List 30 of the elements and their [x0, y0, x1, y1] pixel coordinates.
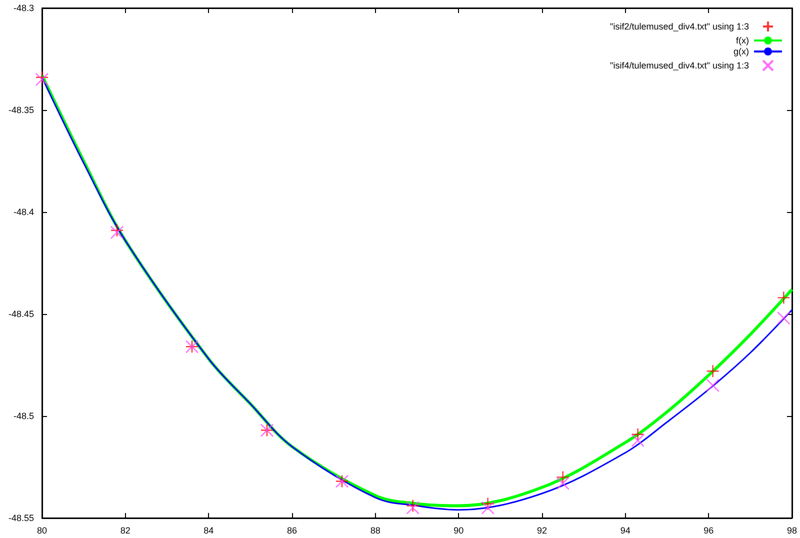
y-tick-label: -48.5: [13, 411, 34, 421]
x-tick-label: 96: [704, 526, 714, 536]
point: [631, 428, 644, 441]
y-tick-label: -48.3: [13, 3, 34, 13]
point: [777, 311, 790, 325]
legend-label: "isif2/tulemused_div4.txt" using 1:3: [610, 22, 749, 32]
point: [777, 291, 790, 304]
point: [706, 364, 720, 378]
x-tick-label: 80: [36, 526, 48, 536]
x-tick-label: 84: [204, 526, 214, 536]
x-tick-label: 90: [454, 526, 464, 536]
point: [556, 476, 570, 490]
x-tick-label: 82: [120, 526, 130, 536]
x-tick-label: 88: [370, 526, 380, 536]
x-tick-label: 86: [286, 526, 298, 536]
x-tick-label: 94: [620, 526, 630, 536]
point: [556, 470, 570, 484]
y-tick-label: -48.4: [13, 207, 34, 217]
y-tick-label: -48.55: [8, 513, 34, 523]
legend-label: "isif4/tulemused_div4.txt" using 1:3: [610, 60, 749, 70]
y-tick-label: -48.35: [8, 105, 34, 115]
legend-label: g(x): [734, 46, 749, 56]
y-tick-label: -48.45: [8, 309, 34, 319]
point: [481, 501, 494, 514]
x-tick-label: 98: [786, 526, 797, 536]
point: [706, 378, 720, 392]
x-tick-label: 92: [536, 526, 548, 536]
legend-label: f(x): [736, 36, 749, 46]
point: [481, 497, 494, 510]
point: [631, 434, 644, 448]
